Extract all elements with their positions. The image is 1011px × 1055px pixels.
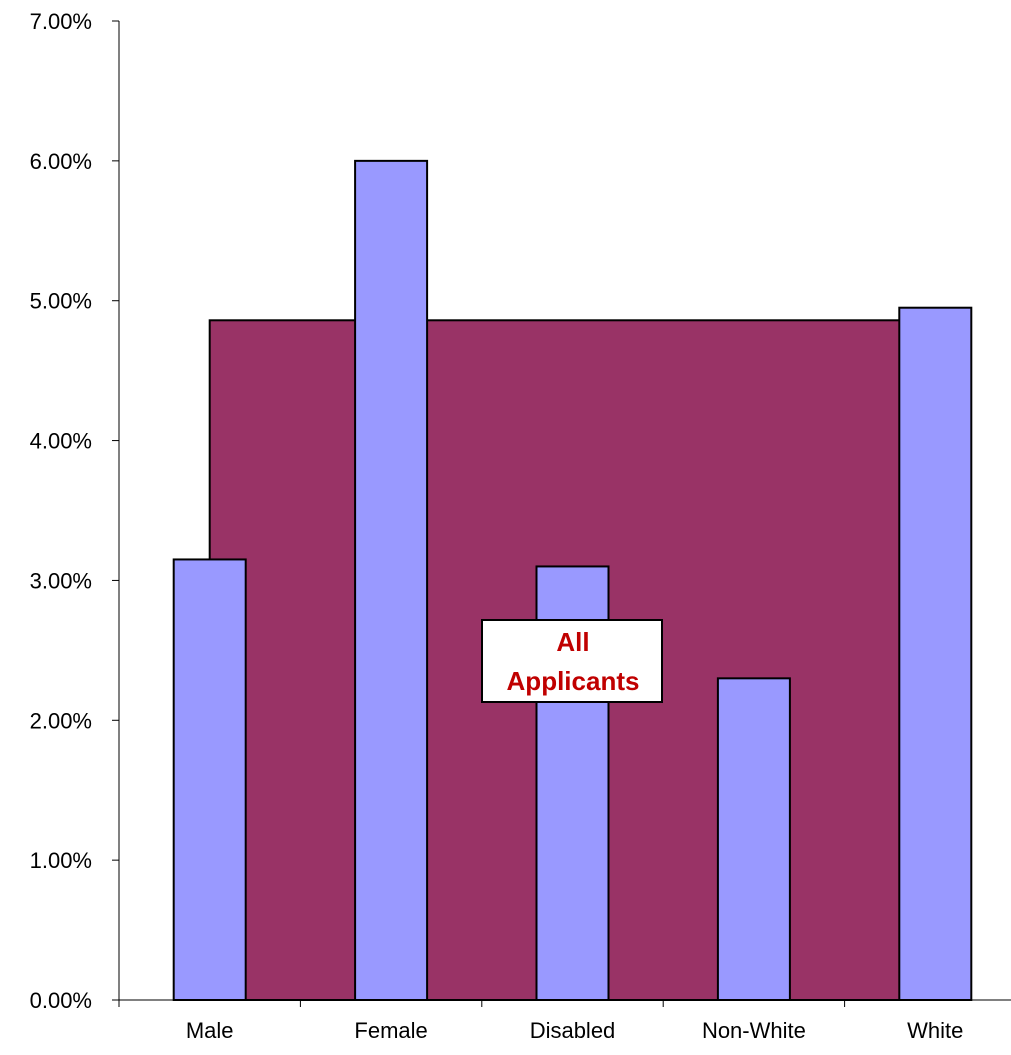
y-tick-label: 0.00%	[30, 988, 92, 1013]
bar-male	[172, 558, 247, 1001]
bar-white	[898, 306, 973, 1001]
y-tick-label: 5.00%	[30, 289, 92, 314]
tick-labels: 0.00% 1.00% 2.00% 3.00% 4.00% 5.00% 6.00% 7.00%…	[30, 9, 964, 1043]
y-tick-label: 1.00%	[30, 848, 92, 873]
bar-non-white	[716, 677, 791, 1001]
y-tick-label: 3.00%	[30, 568, 92, 593]
annotation-box: All Applicants	[481, 619, 663, 703]
y-tick-label: 4.00%	[30, 429, 92, 454]
y-tick-label: 2.00%	[30, 708, 92, 733]
x-tick-label: White	[907, 1018, 963, 1043]
x-tick-label: Disabled	[530, 1018, 616, 1043]
annotation-text-line-1: All	[556, 627, 589, 657]
y-tick-label: 6.00%	[30, 149, 92, 174]
y-tick-label: 7.00%	[30, 9, 92, 34]
bar-female	[354, 159, 429, 1002]
annotation-text-line-2: Applicants	[507, 666, 640, 696]
annotation-box-background	[481, 619, 663, 703]
x-tick-label: Female	[354, 1018, 427, 1043]
x-tick-label: Male	[186, 1018, 234, 1043]
x-tick-label: Non-White	[702, 1018, 806, 1043]
